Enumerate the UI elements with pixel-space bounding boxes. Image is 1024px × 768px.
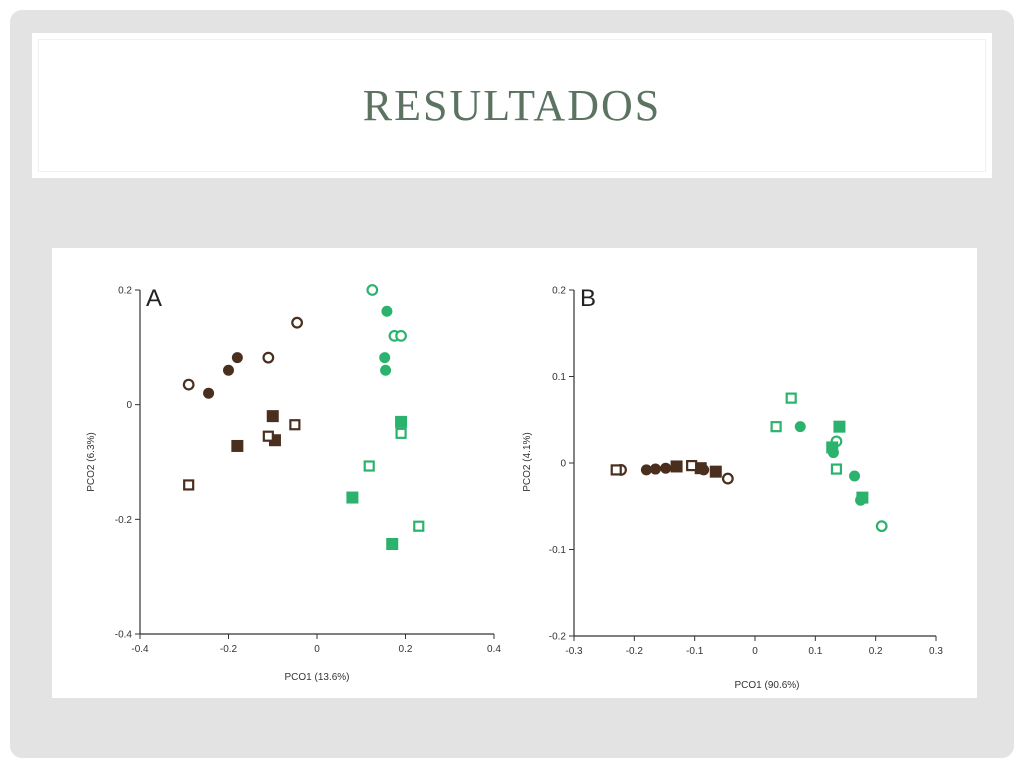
y-tick-label: -0.1 [549, 545, 567, 556]
brown-square-filled-point [709, 465, 722, 478]
brown-square-open-point [262, 430, 274, 442]
brown-square-open-point [610, 464, 622, 476]
green-circle-open-point [875, 520, 888, 533]
brown-circle-filled-point [231, 352, 243, 364]
y-tick-label: -0.2 [115, 515, 133, 526]
x-axis-title: PCO1 (13.6%) [284, 672, 349, 683]
x-tick-label: -0.2 [626, 646, 644, 657]
green-square-open-point [785, 392, 797, 404]
green-square-filled-point [856, 491, 869, 504]
panel-a-chart: -0.4 -0.2 0 0.2 -0.4 -0.2 0 0.2 0.4 PCO1 (13.6%) P… [86, 284, 501, 683]
y-tick-label: 0.2 [552, 286, 566, 297]
x-tick-label: 0.2 [399, 644, 413, 655]
x-tick-label: 0 [752, 646, 758, 657]
brown-square-filled-point [231, 439, 244, 452]
brown-circle-open-point [262, 351, 275, 364]
green-circle-open-point [366, 284, 379, 296]
green-square-open-point [363, 460, 375, 472]
brown-square-open-point [289, 419, 301, 431]
x-tick-label: 0.2 [869, 646, 883, 657]
green-square-filled-point [395, 415, 408, 428]
brown-circle-open-point [182, 378, 195, 391]
panel-letter: A [146, 285, 162, 312]
x-tick-label: -0.4 [131, 644, 149, 655]
figure-svg: -0.4 -0.2 0 0.2 -0.4 -0.2 0 0.2 0.4 PCO1 (13.6%) P… [86, 284, 943, 691]
y-tick-label: 0.1 [552, 372, 566, 383]
green-square-open-point [770, 421, 782, 433]
green-square-filled-point [833, 420, 846, 433]
y-tick-label: 0 [560, 459, 566, 470]
green-circle-filled-point [794, 421, 806, 433]
x-tick-label: 0.3 [929, 646, 943, 657]
figure-area: -0.4 -0.2 0 0.2 -0.4 -0.2 0 0.2 0.4 PCO1 (13.6%) P… [52, 248, 977, 698]
green-square-open-point [395, 427, 407, 439]
x-axis-title: PCO1 (90.6%) [734, 680, 799, 691]
green-circle-filled-point [381, 305, 393, 317]
x-tick-label: -0.2 [220, 644, 238, 655]
x-tick-label: 0.4 [487, 644, 501, 655]
x-tick-label: -0.3 [565, 646, 583, 657]
green-circle-filled-point [849, 470, 861, 482]
y-axis-title: PCO2 (4.1%) [522, 432, 533, 491]
brown-square-open-point [183, 479, 195, 491]
brown-square-filled-point [266, 410, 279, 423]
brown-circle-filled-point [649, 463, 661, 475]
title-band-inner: RESULTADOS [38, 39, 986, 172]
y-tick-label: -0.2 [549, 632, 567, 643]
brown-circle-filled-point [660, 462, 672, 474]
green-square-filled-point [346, 491, 359, 504]
title-band: RESULTADOS [32, 33, 992, 178]
brown-circle-open-point [291, 316, 303, 329]
green-circle-filled-point [380, 364, 392, 376]
green-square-filled-point [826, 441, 839, 454]
green-circle-filled-point [379, 352, 391, 364]
green-square-open-point [413, 520, 425, 532]
brown-circle-open-point [721, 472, 734, 485]
x-tick-label: 0 [314, 644, 320, 655]
green-square-filled-point [386, 537, 399, 550]
y-tick-label: -0.4 [115, 630, 133, 641]
green-square-open-point [830, 463, 843, 475]
brown-square-filled-point [670, 460, 683, 473]
brown-square-open-point [686, 459, 698, 472]
green-circle-open-point [395, 329, 407, 342]
x-tick-label: 0.1 [808, 646, 822, 657]
x-tick-label: -0.1 [686, 646, 704, 657]
y-tick-label: 0.2 [118, 286, 132, 297]
slide-title: RESULTADOS [362, 81, 662, 130]
panel-b-chart: -0.2 -0.1 0 0.1 0.2 -0.3 -0.2 -0.1 0 0.1 0.2 0.3 PCO… [522, 285, 943, 691]
brown-circle-filled-point [203, 387, 215, 399]
panel-letter: B [580, 285, 596, 312]
brown-circle-filled-point [223, 364, 234, 376]
y-axis-title: PCO2 (6.3%) [86, 432, 97, 491]
y-tick-label: 0 [126, 400, 132, 411]
brown-circle-filled-point [640, 464, 652, 476]
